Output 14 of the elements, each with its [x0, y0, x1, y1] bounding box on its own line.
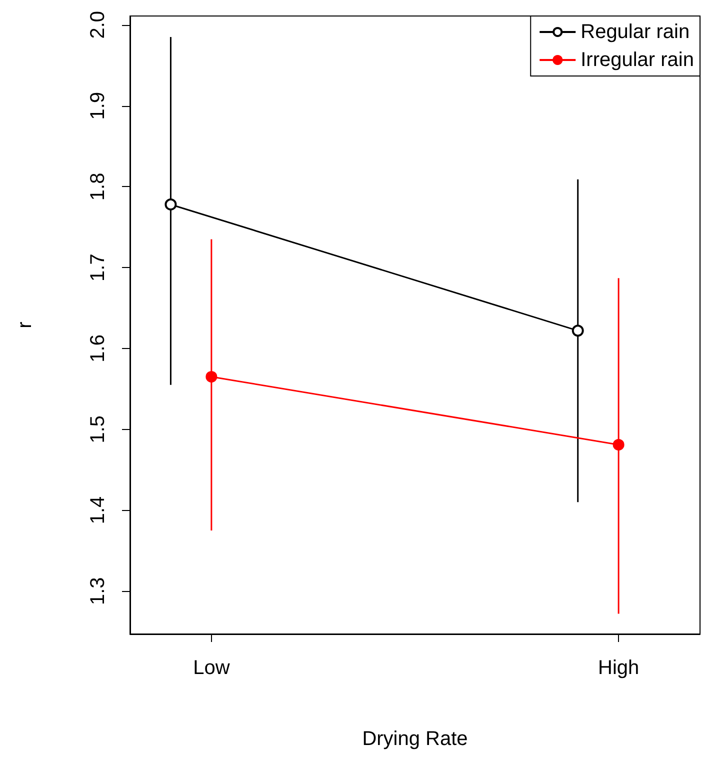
x-tick-label: Low — [193, 657, 230, 679]
y-tick-label: 1.9 — [87, 92, 109, 120]
x-axis-title: Drying Rate — [362, 728, 468, 750]
y-tick-label: 1.4 — [87, 496, 109, 524]
y-tick-label: 2.0 — [87, 10, 109, 39]
legend-label: Irregular rain — [580, 49, 694, 71]
y-tick-label: 1.5 — [87, 415, 109, 444]
y-tick-label: 1.6 — [87, 334, 109, 362]
y-tick-label: 1.8 — [87, 172, 109, 201]
y-axis-title: r — [14, 321, 36, 328]
y-tick-label: 1.3 — [87, 577, 109, 606]
legend-label: Regular rain — [580, 21, 690, 43]
x-tick-label: High — [598, 657, 640, 679]
y-tick-label: 1.7 — [87, 254, 109, 282]
